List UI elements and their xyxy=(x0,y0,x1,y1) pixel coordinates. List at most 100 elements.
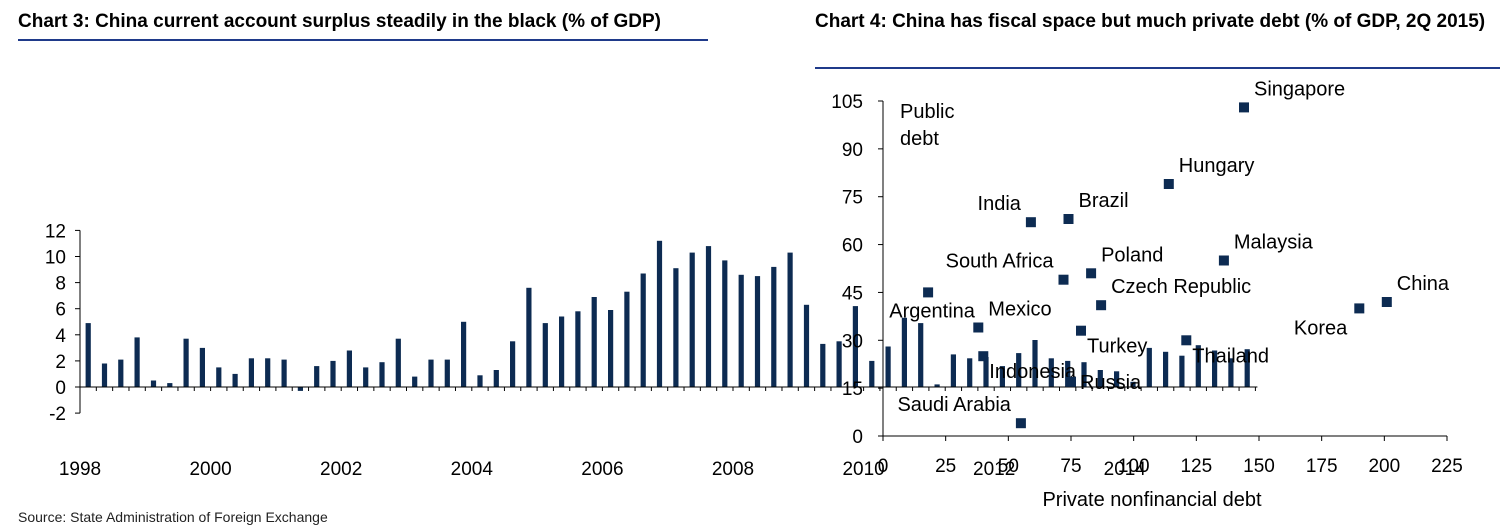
bar xyxy=(771,266,777,387)
bar xyxy=(1097,370,1103,387)
bar xyxy=(395,338,401,387)
x-tick-label: 1998 xyxy=(59,459,101,480)
y-tick-label: -2 xyxy=(49,404,66,425)
bar xyxy=(1130,381,1136,387)
y-tick-label: 10 xyxy=(45,248,66,269)
y-tick-label: 0 xyxy=(852,427,863,448)
point-turkey xyxy=(1076,325,1086,336)
bar xyxy=(232,373,238,387)
bar xyxy=(820,343,826,387)
bar xyxy=(444,359,450,387)
bar xyxy=(379,362,385,387)
bar xyxy=(836,341,842,387)
bar xyxy=(461,321,467,388)
x-tick-label: 150 xyxy=(1243,456,1275,477)
point-label-turkey: Turkey xyxy=(1087,336,1147,358)
x-tick-label: 2000 xyxy=(189,459,231,480)
point-czech-republic xyxy=(1096,300,1107,311)
point-label-russia: Russia xyxy=(1080,372,1142,394)
source-note: Source: State Administration of Foreign … xyxy=(18,509,328,525)
x-tick-label: 0 xyxy=(878,456,889,477)
bar xyxy=(167,383,173,387)
bar xyxy=(346,350,352,387)
bar xyxy=(542,323,548,387)
bar xyxy=(901,317,907,387)
x-tick-label: 25 xyxy=(935,456,956,477)
bar xyxy=(918,323,924,387)
chart-4-title-rule xyxy=(815,67,1500,69)
bar xyxy=(1163,351,1169,387)
y-tick-label: 15 xyxy=(842,379,863,400)
bar xyxy=(1179,355,1185,387)
bar xyxy=(330,360,336,387)
y-axis-title-line: Public xyxy=(900,101,954,123)
point-singapore xyxy=(1239,102,1249,113)
bar xyxy=(199,347,205,387)
x-tick-label: 2008 xyxy=(712,459,754,480)
point-malaysia xyxy=(1218,255,1229,266)
y-tick-label: 75 xyxy=(842,188,863,209)
point-korea xyxy=(1354,303,1365,314)
bar xyxy=(216,367,222,387)
bar xyxy=(314,366,320,387)
bar xyxy=(477,375,483,387)
point-label-south-africa: South Africa xyxy=(946,251,1055,273)
x-tick-label: 2004 xyxy=(451,459,494,480)
bar xyxy=(134,337,140,387)
point-label-thailand: Thailand xyxy=(1192,345,1269,367)
point-china xyxy=(1381,297,1392,307)
bar xyxy=(363,367,369,387)
bar xyxy=(803,304,810,387)
bar xyxy=(101,363,108,387)
bar xyxy=(869,360,875,387)
bar xyxy=(624,291,630,387)
current-account-bar-chart: -2 0 2 4 6 8 10 12 1998 2000 2002 2004 2006 2008 2010 2… xyxy=(45,221,1258,480)
point-label-singapore: Singapore xyxy=(1254,78,1345,100)
x-tick-label: 2012 xyxy=(973,459,1015,480)
bar xyxy=(559,316,565,387)
chart-3-title: Chart 3: China current account surplus s… xyxy=(18,11,661,32)
x-tick-label: 225 xyxy=(1431,456,1463,477)
point-saudi-arabia xyxy=(1015,418,1026,429)
x-tick-label: 2006 xyxy=(581,459,623,480)
bar xyxy=(673,268,679,387)
bar xyxy=(118,359,124,387)
point-argentina xyxy=(923,287,934,298)
bar xyxy=(412,376,418,387)
bar xyxy=(722,260,728,387)
bar xyxy=(787,252,793,387)
bar xyxy=(689,252,695,387)
y-tick-label: 2 xyxy=(55,352,66,373)
point-label-brazil: Brazil xyxy=(1079,190,1129,212)
point-russia xyxy=(1066,376,1076,387)
bar xyxy=(428,359,434,387)
debt-scatter-chart: 0 15 30 45 60 75 90 105 0 25 50 75 100 125 150 175 200 22… xyxy=(831,78,1463,511)
x-tick-label: 75 xyxy=(1060,456,1081,477)
bar xyxy=(85,323,91,387)
bar xyxy=(1032,340,1038,387)
point-label-india: India xyxy=(978,193,1022,215)
x-tick-label: 50 xyxy=(998,456,1019,477)
bar xyxy=(265,358,271,387)
bar xyxy=(967,358,973,387)
x-tick-label: 2014 xyxy=(1104,459,1147,480)
y-tick-label: 0 xyxy=(55,378,66,399)
bar xyxy=(493,370,499,387)
y-axis-title: Public debt xyxy=(900,101,954,150)
x-tick-label: 2002 xyxy=(320,459,362,480)
bar xyxy=(526,287,532,387)
point-label-mexico: Mexico xyxy=(988,299,1051,321)
y-tick-label: 105 xyxy=(831,92,863,113)
y-tick-label: 30 xyxy=(842,331,863,352)
point-label-saudi-arabia: Saudi Arabia xyxy=(897,394,1011,416)
bar xyxy=(1244,349,1250,387)
y-axis-title-line: debt xyxy=(900,128,939,150)
bar xyxy=(1228,358,1234,387)
y-tick-label: 90 xyxy=(842,140,863,161)
x-tick-label: 125 xyxy=(1180,456,1212,477)
bar xyxy=(1212,350,1218,387)
bar xyxy=(1065,360,1071,387)
bar xyxy=(183,338,189,387)
bar xyxy=(150,380,157,387)
